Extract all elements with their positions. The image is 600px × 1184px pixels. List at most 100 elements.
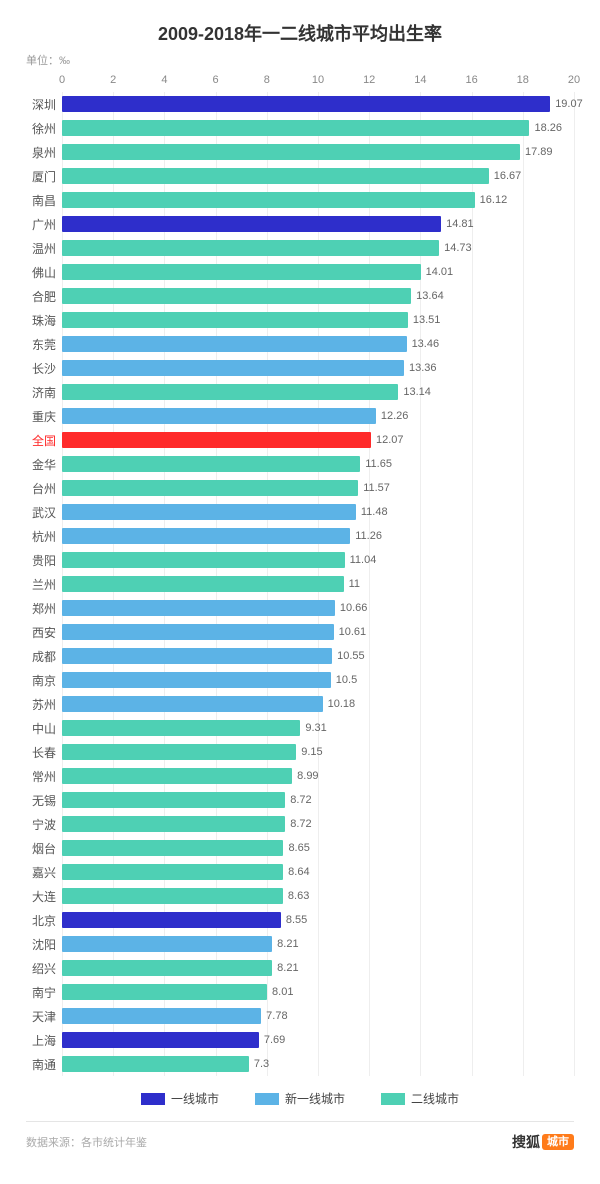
bar-track: 7.69: [62, 1032, 574, 1048]
bar-track: 16.67: [62, 168, 574, 184]
bar-row: 长春 9.15: [26, 740, 574, 764]
bar-row: 绍兴8.21: [26, 956, 574, 980]
bar: [62, 816, 285, 832]
bar-row: 苏州10.18: [26, 692, 574, 716]
legend-item: 新一线城市: [255, 1090, 345, 1107]
bar-value: 7.69: [259, 1032, 285, 1048]
bar-value: 11: [344, 576, 360, 592]
bar-track: 9.15: [62, 744, 574, 760]
y-label: 台州: [26, 480, 62, 497]
bar-row: 常州8.99: [26, 764, 574, 788]
bar-row: 无锡8.72: [26, 788, 574, 812]
y-label: 郑州: [26, 600, 62, 617]
bar-track: 13.51: [62, 312, 574, 328]
y-label: 烟台: [26, 840, 62, 857]
bar-row: 贵阳11.04: [26, 548, 574, 572]
y-label: 天津: [26, 1008, 62, 1025]
y-label: 无锡: [26, 792, 62, 809]
bar-track: 13.64: [62, 288, 574, 304]
bar-row: 南昌16.12: [26, 188, 574, 212]
bar: [62, 144, 520, 160]
bar-value: 14.73: [439, 240, 472, 256]
bar-value: 18.26: [529, 120, 562, 136]
y-label: 兰州: [26, 576, 62, 593]
y-label: 南宁: [26, 984, 62, 1001]
x-tick: 4: [161, 74, 167, 86]
y-label: 绍兴: [26, 960, 62, 977]
bar: [62, 288, 411, 304]
bar-row: 嘉兴8.64: [26, 860, 574, 884]
bar-track: 8.63: [62, 888, 574, 904]
bar-value: 10.66: [335, 600, 368, 616]
bar-row: 全国12.07: [26, 428, 574, 452]
bar-value: 13.36: [404, 360, 437, 376]
legend-label: 新一线城市: [285, 1090, 345, 1107]
bar-value: 10.61: [334, 624, 367, 640]
y-label: 广州: [26, 216, 62, 233]
bar-row: 广州14.81: [26, 212, 574, 236]
bar-row: 成都10.55: [26, 644, 574, 668]
bar-row: 天津 7.78: [26, 1004, 574, 1028]
bar-value: 10.5: [331, 672, 357, 688]
bar-track: 8.21: [62, 960, 574, 976]
y-label: 嘉兴: [26, 864, 62, 881]
bar: [62, 1008, 261, 1024]
data-source: 数据来源：各市统计年鉴: [26, 1134, 147, 1150]
bar-value: 13.46: [407, 336, 440, 352]
y-label: 沈阳: [26, 936, 62, 953]
bar-value: 13.64: [411, 288, 444, 304]
y-label: 泉州: [26, 144, 62, 161]
bar-value: 7.3: [249, 1056, 269, 1072]
x-tick: 2: [110, 74, 116, 86]
y-label: 温州: [26, 240, 62, 257]
y-label: 长春: [26, 744, 62, 761]
bar-track: 11.48: [62, 504, 574, 520]
bar-row: 武汉11.48: [26, 500, 574, 524]
bar-track: 11: [62, 576, 574, 592]
y-label: 南昌: [26, 192, 62, 209]
bar-row: 南宁8.01: [26, 980, 574, 1004]
bar: [62, 384, 398, 400]
bar-row: 佛山14.01: [26, 260, 574, 284]
brand-main: 搜狐: [512, 1132, 540, 1152]
legend-swatch: [381, 1093, 405, 1105]
bar-row: 杭州11.26: [26, 524, 574, 548]
bar-value: 8.21: [272, 936, 298, 952]
y-label: 苏州: [26, 696, 62, 713]
unit-label: 单位：‰: [26, 52, 574, 68]
y-label: 南京: [26, 672, 62, 689]
y-label: 徐州: [26, 120, 62, 137]
bar-track: 8.55: [62, 912, 574, 928]
bar-track: 11.65: [62, 456, 574, 472]
bar-value: 9.15: [296, 744, 322, 760]
legend-item: 二线城市: [381, 1090, 459, 1107]
bar: [62, 552, 345, 568]
y-label: 贵阳: [26, 552, 62, 569]
bar: [62, 528, 350, 544]
x-tick: 14: [414, 74, 426, 86]
bar-value: 7.78: [261, 1008, 287, 1024]
bar-track: 7.3: [62, 1056, 574, 1072]
bar-row: 沈阳 8.21: [26, 932, 574, 956]
bar-row: 兰州 11: [26, 572, 574, 596]
bar-track: 13.46: [62, 336, 574, 352]
bar-row: 东莞13.46: [26, 332, 574, 356]
bar-value: 8.63: [283, 888, 309, 904]
bar-track: 7.78: [62, 1008, 574, 1024]
bar: [62, 1056, 249, 1072]
y-label: 厦门: [26, 168, 62, 185]
bar-track: 17.89: [62, 144, 574, 160]
bar-value: 14.01: [421, 264, 454, 280]
y-label: 大连: [26, 888, 62, 905]
bar-track: 12.26: [62, 408, 574, 424]
bar: [62, 744, 296, 760]
bar: [62, 360, 404, 376]
bar-value: 10.55: [332, 648, 365, 664]
bar-track: 19.07: [62, 96, 574, 112]
bar-track: 8.99: [62, 768, 574, 784]
bar: [62, 936, 272, 952]
x-tick: 0: [59, 74, 65, 86]
y-label: 西安: [26, 624, 62, 641]
bar-value: 8.99: [292, 768, 318, 784]
bar-track: 8.21: [62, 936, 574, 952]
